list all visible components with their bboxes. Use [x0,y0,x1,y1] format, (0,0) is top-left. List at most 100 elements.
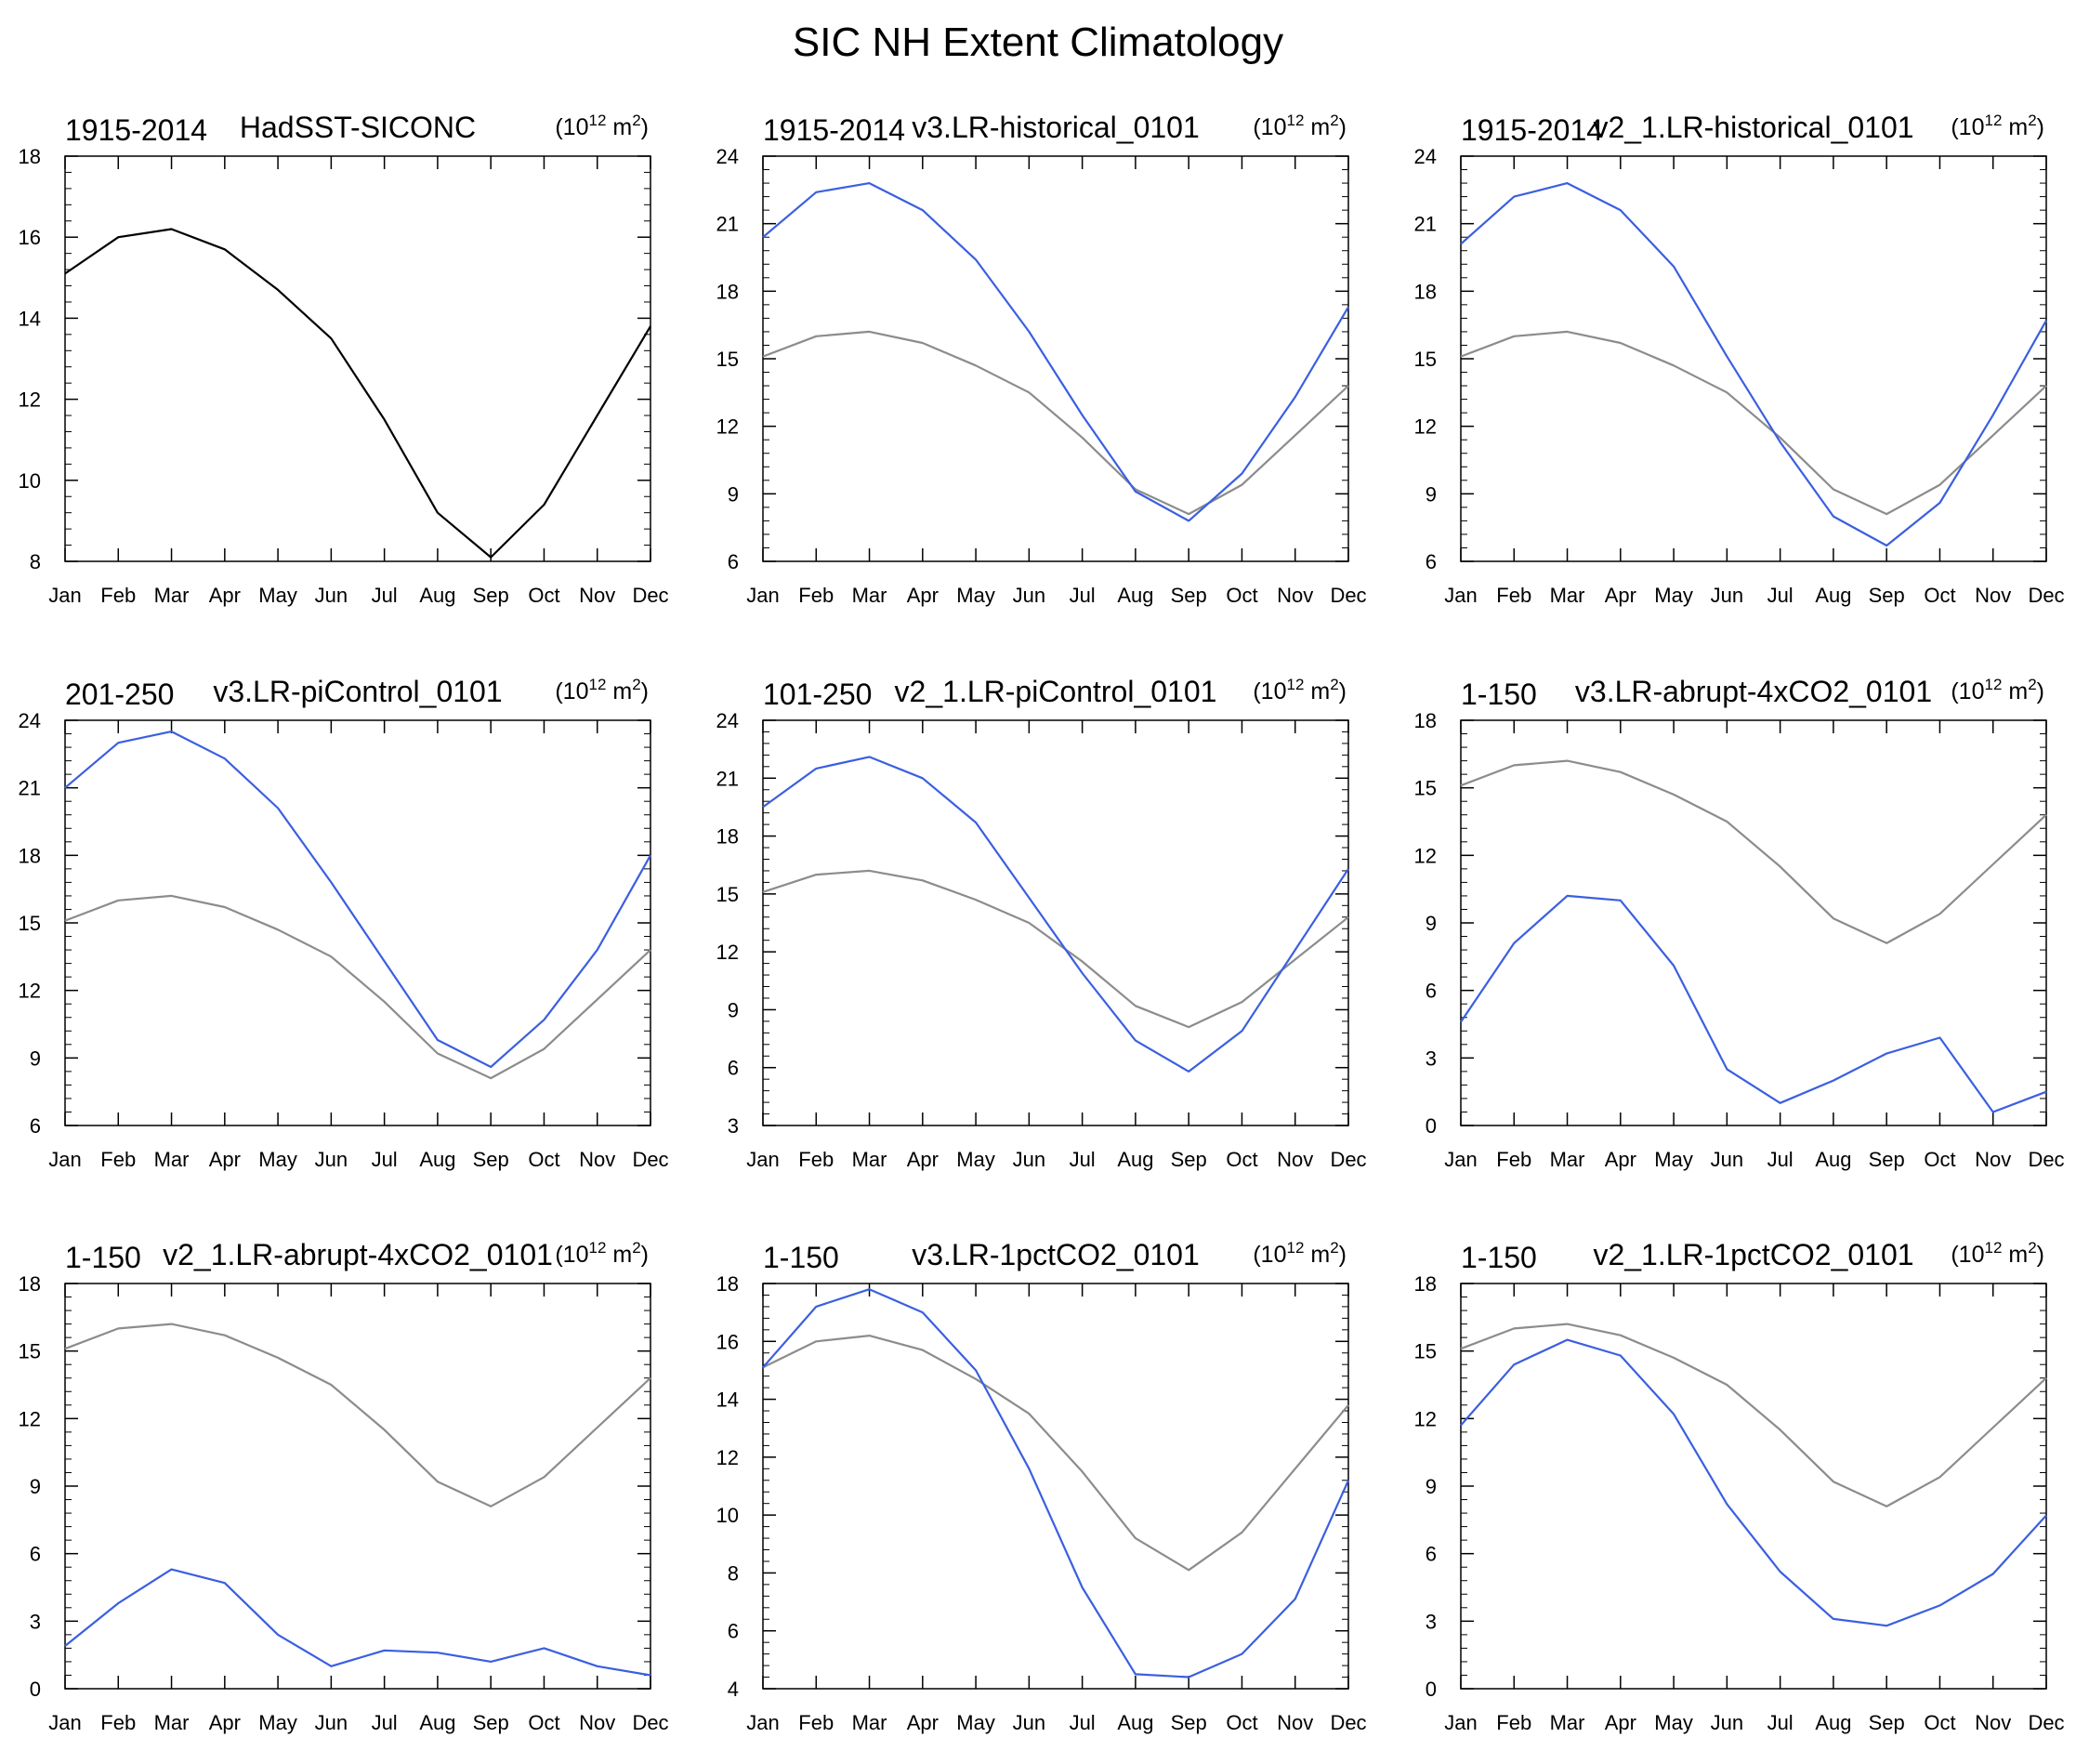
y-tick-label: 6 [728,1057,739,1080]
series-line-ref [1460,759,2047,944]
x-tick-label: Jun [315,584,348,607]
x-tick-label: Apr [209,1711,241,1734]
units-exponent-2: 2 [632,112,640,129]
units-meters: m [2002,1242,2028,1268]
units-meters: m [1304,114,1330,140]
y-tick-label: 12 [716,415,739,439]
panel-units: (1012 m2) [555,676,649,704]
x-tick-label: Nov [1975,1711,2011,1734]
units-exponent: 12 [589,112,607,129]
y-tick-label: 15 [19,912,41,935]
x-tick-label: Jan [1444,1711,1477,1734]
x-tick-label: Sep [1171,1148,1207,1171]
x-tick-label: May [1654,584,1693,607]
y-tick-label: 12 [716,1446,739,1469]
panel-units: (1012 m2) [555,1239,649,1268]
y-tick-label: 16 [716,1330,739,1353]
x-tick-label: Jan [48,584,81,607]
x-tick-label: Mar [1550,1148,1585,1171]
units-exponent: 12 [1287,1239,1305,1257]
x-tick-label: May [258,584,297,607]
plot-frame [762,155,1349,562]
panel-units: (1012 m2) [1253,112,1347,140]
x-tick-label: Dec [2028,584,2064,607]
x-tick-label: Jun [1711,1711,1743,1734]
y-tick-label: 15 [1414,348,1437,371]
y-tick-label: 15 [19,1340,41,1363]
x-tick-label: Jun [1013,584,1045,607]
units-exponent: 12 [589,1239,607,1257]
y-tick-label: 0 [1426,1114,1437,1138]
x-tick-label: Dec [1330,584,1366,607]
x-tick-label: Feb [798,1711,834,1734]
y-tick-label: 24 [1414,145,1437,168]
panel-period: 101-250 [763,678,872,711]
units-meters: m [606,1242,632,1268]
x-tick-label: May [956,1711,995,1734]
y-tick-label: 21 [1414,213,1437,236]
units-exponent-2: 2 [2028,676,2036,693]
series-line-ref [64,894,651,1080]
x-tick-label: May [1654,1148,1693,1171]
units-exponent-2: 2 [2028,1239,2036,1257]
y-tick-label: 15 [1414,1340,1437,1363]
x-tick-label: Nov [1277,1148,1313,1171]
x-tick-label: Oct [1226,1148,1257,1171]
plot-frame [762,719,1349,1126]
x-tick-label: Jun [1013,1148,1045,1171]
y-tick-label: 0 [1426,1678,1437,1701]
x-tick-label: Oct [528,584,559,607]
panels-grid: 1915-2014 HadSST-SICONC (1012 m2)810121416… [19,111,2065,1734]
x-tick-label: Feb [100,1148,136,1171]
y-tick-label: 12 [1414,415,1437,439]
panel-title: v3.LR-abrupt-4xCO2_0101 [1575,675,1932,708]
x-tick-label: Aug [1815,1148,1851,1171]
x-tick-label: Aug [1117,1148,1153,1171]
x-tick-label: Mar [154,584,190,607]
x-tick-label: Mar [154,1711,190,1734]
y-tick-label: 6 [728,1620,739,1643]
x-tick-label: Jul [1070,584,1096,607]
y-tick-label: 15 [716,883,739,906]
x-tick-label: Sep [473,1148,509,1171]
x-tick-label: May [258,1148,297,1171]
panel-units: (1012 m2) [1253,1239,1347,1268]
x-tick-label: Jul [1767,1711,1794,1734]
figure-title: SIC NH Extent Climatology [793,20,1283,65]
x-tick-label: Mar [852,584,887,607]
plot-frame [64,155,651,562]
units-meters: m [2002,678,2028,704]
y-tick-label: 16 [19,226,41,249]
y-tick-label: 12 [19,1407,41,1430]
series-line-model [762,1288,1350,1678]
x-tick-label: May [1654,1711,1693,1734]
x-tick-label: Feb [100,1711,136,1734]
y-tick-label: 18 [1414,1272,1437,1296]
units-close: ) [641,1242,649,1268]
y-tick-label: 10 [19,469,41,493]
panel-units: (1012 m2) [1951,1239,2044,1268]
panel-title: v2_1.LR-piControl_0101 [895,675,1217,708]
x-tick-label: Apr [1605,584,1636,607]
x-tick-label: Jan [746,1148,779,1171]
units-close: ) [641,678,649,704]
panel-6: 1-150 v3.LR-abrupt-4xCO2_0101 (1012 m2)036… [1414,675,2065,1171]
x-tick-label: Sep [1171,584,1207,607]
panel-title: v2_1.LR-1pctCO2_0101 [1593,1238,1913,1271]
y-tick-label: 3 [30,1610,41,1633]
y-tick-label: 12 [1414,844,1437,867]
x-tick-label: Feb [1496,1148,1531,1171]
x-tick-label: Oct [1226,1711,1257,1734]
x-tick-label: Aug [419,1148,455,1171]
units-base: (10 [1951,678,1984,704]
x-tick-label: Sep [1869,584,1905,607]
x-tick-label: Dec [1330,1148,1366,1171]
panel-7: 1-150 v2_1.LR-abrupt-4xCO2_0101 (1012 m2)0… [19,1238,669,1734]
x-tick-label: Apr [907,1148,939,1171]
x-tick-label: Oct [1924,1711,1955,1734]
y-tick-label: 10 [716,1504,739,1527]
y-tick-label: 9 [30,1047,41,1070]
plot-frame [1460,155,2047,562]
panel-title: v3.LR-piControl_0101 [213,675,502,708]
series-line-model [1460,894,2047,1113]
